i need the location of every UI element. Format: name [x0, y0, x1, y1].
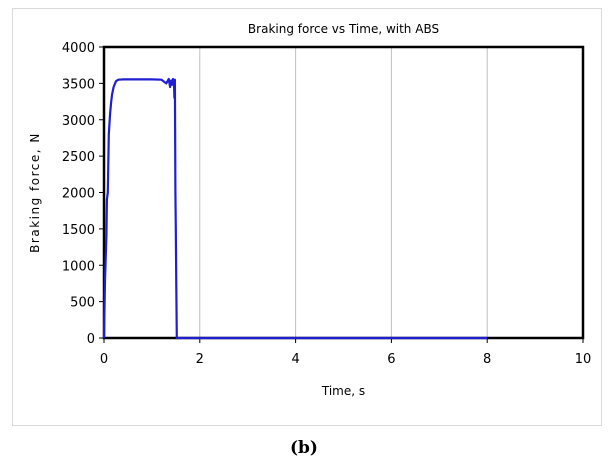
series-line: [102, 77, 488, 340]
x-tick-label: 2: [196, 352, 204, 367]
y-tick-label: 0: [87, 332, 95, 347]
figure-caption: (b): [290, 438, 318, 458]
y-tick-label: 3500: [62, 77, 95, 92]
chart-title: Braking force vs Time, with ABS: [248, 22, 439, 36]
x-tick-label: 10: [575, 352, 592, 367]
chart-frame: 0 500 1000 1500 2000 2500 3000 3500 4000 0 2 4 6 8 10…: [12, 8, 602, 426]
y-tick-label: 3000: [62, 114, 95, 129]
y-tick-label: 2500: [62, 150, 95, 165]
y-tick-label: 1000: [62, 259, 95, 274]
y-tick-label: 500: [70, 296, 95, 311]
y-tick-label: 4000: [62, 41, 95, 56]
y-axis-label: Braking force, N: [28, 132, 42, 253]
x-tick-label: 4: [291, 352, 299, 367]
x-axis-label: Time, s: [321, 384, 365, 398]
y-tick-label: 2000: [62, 187, 95, 202]
x-tick-label: 8: [483, 352, 491, 367]
x-tick-label: 6: [387, 352, 395, 367]
y-tick-label: 1500: [62, 223, 95, 238]
x-tick-label: 0: [100, 352, 108, 367]
braking-force-chart: 0 500 1000 1500 2000 2500 3000 3500 4000 0 2 4 6 8 10…: [28, 22, 592, 398]
